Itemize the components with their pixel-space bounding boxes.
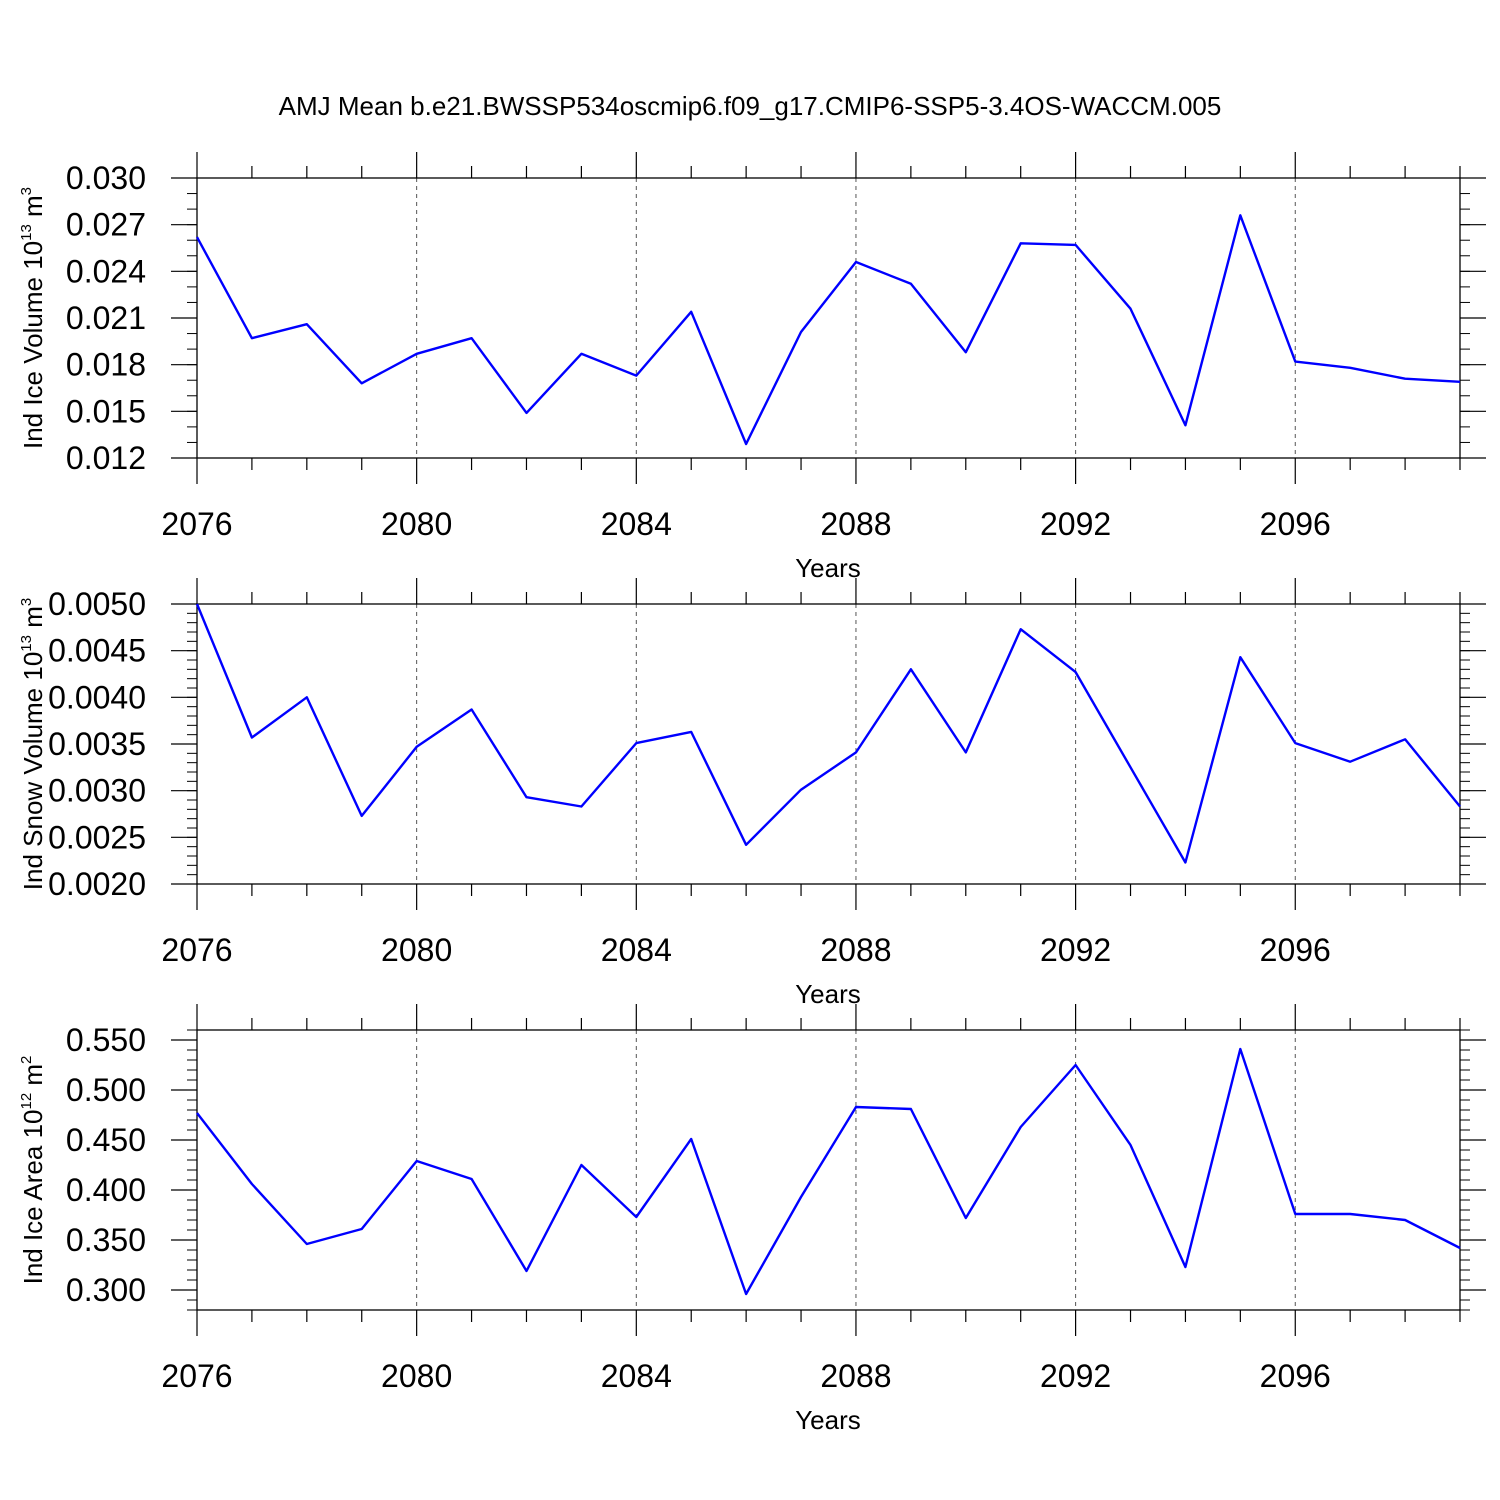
- y-axis-label-text: m: [18, 195, 48, 224]
- x-tick-label: 2088: [820, 932, 891, 968]
- x-axis-label: Years: [795, 1405, 861, 1435]
- y-axis-label-superscript: 12: [18, 1093, 35, 1110]
- x-tick-label: 2092: [1040, 506, 1111, 542]
- x-axis-label: Years: [795, 979, 861, 1009]
- chart-panel-3: 0.300 0.350 0.400 0.450 0.500 0.550 2076 2080 20…: [18, 1004, 1486, 1435]
- series-line: [195, 214, 1461, 446]
- series-line: [195, 603, 1461, 864]
- x-tick-label: 2092: [1040, 1358, 1111, 1394]
- x-tick-label: 2076: [161, 932, 232, 968]
- x-tick-label: 2080: [381, 932, 452, 968]
- x-tick-label: 2080: [381, 506, 452, 542]
- x-tick-label: 2076: [161, 506, 232, 542]
- y-axis-label-text: Ind Snow Volume 10: [18, 652, 48, 891]
- x-tick-label: 2096: [1260, 1358, 1331, 1394]
- chart-panels: 0.012 0.015 0.018 0.021 0.024 0.027 0.030 2076 2…: [18, 152, 1486, 1435]
- y-tick-label: 0.0040: [48, 679, 146, 715]
- y-axis-label-superscript: 13: [18, 635, 35, 652]
- y-tick-label: 0.0030: [48, 773, 146, 809]
- y-tick-label: 0.0050: [48, 586, 146, 622]
- x-tick-label: 2084: [601, 506, 672, 542]
- y-tick-label: 0.300: [66, 1272, 146, 1308]
- plot-frame: [196, 177, 1461, 459]
- x-tick-label: 2084: [601, 932, 672, 968]
- y-tick-label: 0.015: [66, 393, 146, 429]
- y-tick-label: 0.021: [66, 300, 146, 336]
- x-tick-label: 2092: [1040, 932, 1111, 968]
- figure-title: AMJ Mean b.e21.BWSSP534oscmip6.f09_g17.C…: [279, 91, 1222, 121]
- y-axis-label: Ind Ice Area 1012 m2: [18, 1056, 48, 1285]
- y-axis-label-superscript: 3: [18, 598, 35, 606]
- y-tick-label: 0.400: [66, 1172, 146, 1208]
- y-axis-label: Ind Snow Volume 1013 m3: [18, 598, 48, 890]
- y-tick-label: 0.450: [66, 1122, 146, 1158]
- y-tick-label: 0.0045: [48, 633, 146, 669]
- y-axis-label-superscript: 2: [18, 1056, 35, 1064]
- y-tick-label: 0.030: [66, 160, 146, 196]
- y-tick-label: 0.0025: [48, 819, 146, 855]
- series-line: [196, 1047, 1461, 1296]
- y-tick-label: 0.500: [66, 1072, 146, 1108]
- y-axis-label-text: m: [18, 1064, 48, 1093]
- plot-frame: [196, 603, 1461, 885]
- x-tick-label: 2088: [820, 1358, 891, 1394]
- x-tick-label: 2080: [381, 1358, 452, 1394]
- y-axis-label: Ind Ice Volume 1013 m3: [18, 187, 48, 449]
- x-axis-label: Years: [795, 553, 861, 583]
- y-tick-label: 0.0035: [48, 726, 146, 762]
- y-axis-label-superscript: 13: [18, 224, 35, 241]
- y-tick-label: 0.027: [66, 207, 146, 243]
- y-axis-label-text: Ind Ice Area 10: [18, 1110, 48, 1285]
- y-tick-label: 0.0020: [48, 866, 146, 902]
- y-tick-label: 0.018: [66, 347, 146, 383]
- chart-panel-1: 0.012 0.015 0.018 0.021 0.024 0.027 0.030 2076 2…: [18, 152, 1486, 583]
- y-axis-label-text: m: [18, 606, 48, 635]
- x-tick-label: 2096: [1260, 506, 1331, 542]
- x-tick-label: 2084: [601, 1358, 672, 1394]
- y-axis-label-text: Ind Ice Volume 10: [18, 241, 48, 449]
- y-tick-label: 0.550: [66, 1022, 146, 1058]
- y-tick-label: 0.350: [66, 1222, 146, 1258]
- plot-frame: [196, 1029, 1461, 1311]
- y-tick-label: 0.012: [66, 440, 146, 476]
- y-axis-label-superscript: 3: [18, 187, 35, 195]
- chart-panel-2: 0.0020 0.0025 0.0030 0.0035 0.0040 0.0045 0.00…: [18, 578, 1486, 1009]
- x-tick-label: 2076: [161, 1358, 232, 1394]
- x-tick-label: 2096: [1260, 932, 1331, 968]
- x-tick-label: 2088: [820, 506, 891, 542]
- y-tick-label: 0.024: [66, 253, 146, 289]
